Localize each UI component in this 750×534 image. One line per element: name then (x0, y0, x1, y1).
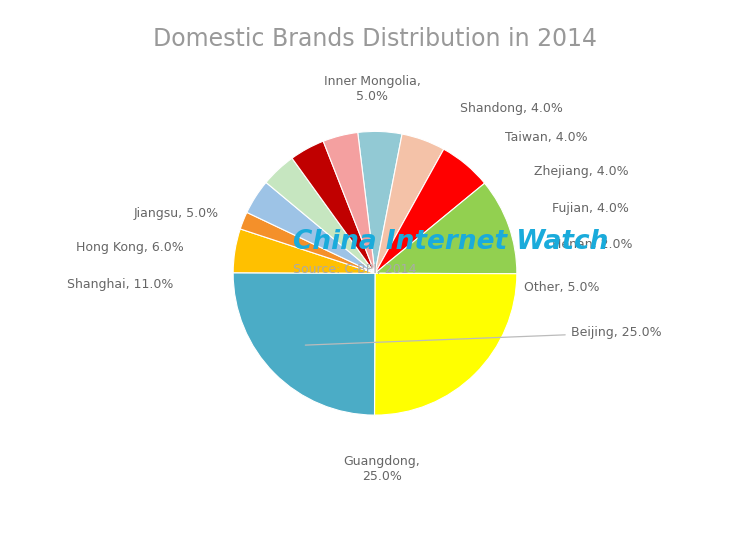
Text: Jiangsu, 5.0%: Jiangsu, 5.0% (134, 207, 219, 220)
Wedge shape (374, 273, 517, 415)
Wedge shape (233, 273, 375, 415)
Wedge shape (358, 131, 402, 273)
Wedge shape (375, 183, 517, 274)
Wedge shape (266, 158, 375, 273)
Text: Domestic Brands Distribution in 2014: Domestic Brands Distribution in 2014 (153, 27, 597, 51)
Wedge shape (375, 149, 484, 273)
Text: Other, 5.0%: Other, 5.0% (524, 281, 599, 294)
Text: China Internet Watch: China Internet Watch (292, 229, 608, 255)
Text: Zhejiang, 4.0%: Zhejiang, 4.0% (534, 164, 628, 178)
Wedge shape (233, 229, 375, 273)
Text: Guangdong,
25.0%: Guangdong, 25.0% (344, 455, 421, 483)
Text: Beijing, 25.0%: Beijing, 25.0% (305, 326, 662, 345)
Wedge shape (247, 183, 375, 273)
Text: Shandong, 4.0%: Shandong, 4.0% (460, 102, 563, 115)
Wedge shape (375, 134, 444, 273)
Text: Henan, 2.0%: Henan, 2.0% (552, 238, 633, 252)
Wedge shape (323, 132, 375, 273)
Wedge shape (240, 213, 375, 273)
Text: Hong Kong, 6.0%: Hong Kong, 6.0% (76, 241, 184, 254)
Wedge shape (292, 141, 375, 273)
Text: Taiwan, 4.0%: Taiwan, 4.0% (506, 131, 588, 144)
Text: Source: C-BPI, 2014: Source: C-BPI, 2014 (292, 263, 416, 276)
Text: Inner Mongolia,
5.0%: Inner Mongolia, 5.0% (324, 75, 421, 103)
Text: Fujian, 4.0%: Fujian, 4.0% (552, 201, 629, 215)
Text: Shanghai, 11.0%: Shanghai, 11.0% (68, 278, 173, 291)
